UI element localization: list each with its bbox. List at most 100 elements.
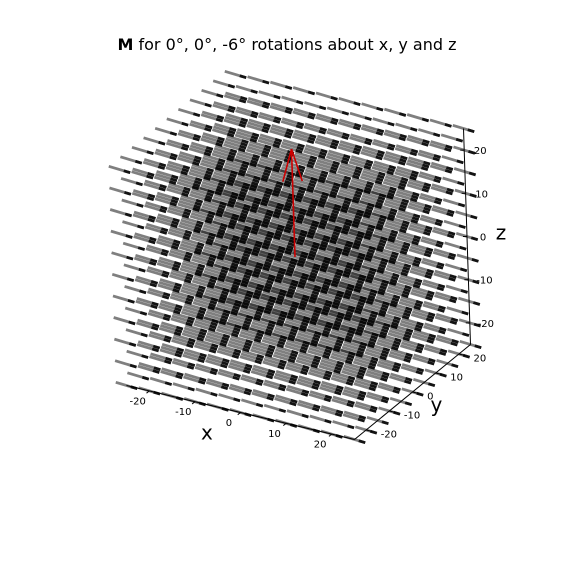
field-arrow — [236, 198, 260, 208]
field-arrow-head — [288, 334, 296, 339]
field-arrow — [309, 414, 332, 424]
field-arrow — [337, 240, 360, 250]
field-arrow — [211, 198, 235, 208]
field-arrow — [273, 305, 296, 315]
field-arrow — [290, 208, 314, 218]
field-arrow-head — [243, 344, 251, 350]
field-arrow-head — [141, 375, 150, 381]
field-arrow — [377, 384, 400, 394]
field-arrow-head — [232, 351, 241, 357]
field-arrow — [202, 226, 225, 237]
field-arrow-head — [185, 297, 194, 303]
field-arrow — [363, 307, 386, 318]
field-arrow-head — [357, 371, 365, 377]
field-arrow-head — [169, 131, 178, 137]
field-arrow — [341, 299, 364, 309]
field-arrow-head — [229, 127, 237, 132]
field-arrow-head — [172, 288, 180, 293]
field-arrow-head — [255, 310, 263, 316]
field-arrow-head — [428, 333, 437, 339]
field-arrow-head — [432, 156, 440, 162]
field-arrow-head — [297, 259, 306, 265]
field-arrow — [155, 194, 179, 204]
field-arrow — [296, 286, 320, 296]
field-arrow-head — [386, 146, 395, 151]
field-arrow-head — [410, 197, 418, 203]
field-arrow-head — [341, 205, 349, 211]
field-arrow-head — [229, 148, 238, 154]
field-arrow — [317, 156, 340, 166]
field-arrow — [181, 240, 204, 250]
field-arrow-head — [150, 280, 159, 285]
field-arrow-head — [358, 439, 366, 445]
field-arrow-head — [401, 315, 410, 320]
field-arrow-head — [301, 343, 309, 348]
field-arrow-head — [227, 178, 235, 184]
field-arrow — [229, 291, 252, 301]
field-arrow-head — [196, 336, 204, 342]
field-arrow — [171, 360, 195, 370]
field-arrow — [287, 360, 310, 370]
field-arrow-head — [268, 344, 276, 350]
field-arrow — [149, 355, 172, 365]
x-tick-mark — [283, 422, 287, 426]
field-arrow-head — [296, 121, 305, 127]
field-arrow — [431, 229, 455, 239]
field-arrow-head — [228, 221, 236, 227]
field-arrow-head — [262, 125, 270, 131]
field-arrow — [304, 217, 327, 227]
field-arrow-head — [324, 394, 333, 400]
field-arrow — [204, 242, 228, 253]
field-arrow — [237, 174, 260, 184]
field-arrow — [328, 312, 351, 322]
field-arrow-head — [180, 170, 188, 176]
field-arrow — [399, 252, 422, 262]
field-arrow — [422, 279, 446, 289]
field-arrow-head — [416, 367, 425, 373]
field-arrow-head — [174, 282, 182, 288]
field-arrow-head — [193, 228, 201, 234]
field-arrow — [195, 387, 218, 397]
field-arrow-head — [249, 208, 257, 214]
field-arrow — [133, 256, 157, 266]
field-arrow — [376, 317, 399, 327]
field-arrow — [303, 125, 326, 135]
field-arrow — [317, 251, 340, 261]
field-arrow — [303, 101, 327, 111]
field-arrow — [264, 355, 287, 365]
field-arrow — [157, 237, 180, 247]
field-arrow-head — [138, 267, 146, 273]
field-arrow-head — [242, 323, 250, 328]
field-arrow-head — [186, 343, 194, 349]
field-arrow-head — [376, 269, 384, 274]
field-arrow — [250, 253, 273, 263]
field-arrow-head — [216, 185, 225, 191]
field-arrow-head — [309, 179, 317, 185]
field-arrow — [132, 167, 155, 177]
field-arrow-head — [469, 193, 477, 198]
field-arrow — [350, 203, 373, 213]
field-arrow — [406, 137, 429, 147]
field-arrow — [317, 321, 340, 331]
field-arrow-head — [250, 113, 258, 119]
field-arrow — [325, 225, 349, 235]
field-arrow-head — [291, 350, 299, 355]
field-arrow-head — [245, 339, 253, 344]
field-arrow-head — [378, 334, 387, 339]
field-arrow-head — [413, 305, 421, 311]
field-arrow — [418, 195, 442, 205]
field-arrow-head — [457, 202, 466, 208]
field-arrow-head — [331, 258, 339, 264]
field-arrow-head — [147, 193, 156, 199]
field-arrow — [304, 147, 327, 157]
field-arrow — [195, 317, 218, 327]
field-arrow — [191, 279, 215, 289]
field-arrow — [400, 273, 423, 283]
field-arrow — [193, 344, 217, 354]
field-arrow-head — [331, 163, 339, 169]
field-arrow — [294, 199, 317, 209]
field-arrow — [168, 206, 191, 216]
field-arrow — [293, 153, 317, 163]
field-arrow-head — [301, 367, 309, 373]
field-arrow-head — [313, 355, 322, 361]
